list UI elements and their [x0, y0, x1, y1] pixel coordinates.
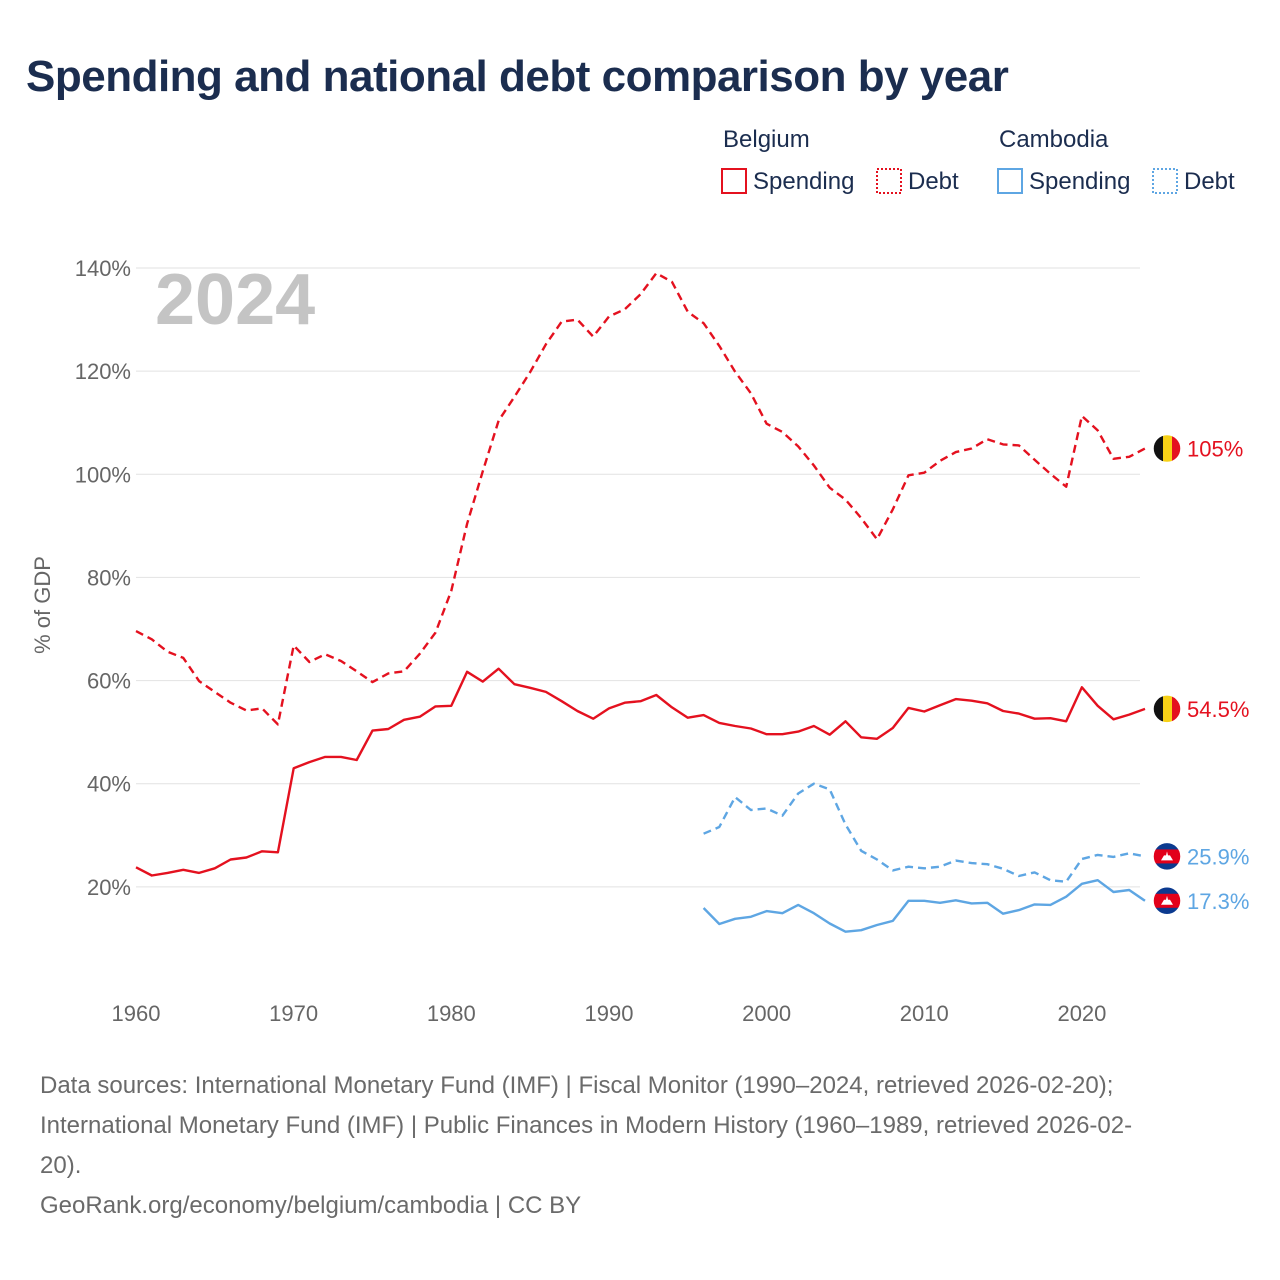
y-tick-label: 20%	[87, 875, 131, 900]
x-tick-label: 1980	[427, 1001, 476, 1026]
y-tick-label: 60%	[87, 669, 131, 694]
sources-line-1: Data sources: International Monetary Fun…	[40, 1072, 1114, 1099]
x-tick-label: 2020	[1057, 1001, 1106, 1026]
legend-label-debt[interactable]: Debt	[908, 168, 959, 195]
y-tick-label: 80%	[87, 565, 131, 590]
legend-label-spending[interactable]: Spending	[753, 168, 854, 195]
cambodia-flag	[1152, 841, 1182, 872]
chart-footer: Data sources: International Monetary Fun…	[40, 1066, 1240, 1226]
legend-country-belgium: Belgium	[723, 126, 810, 153]
end-value-label: 25.9%	[1187, 844, 1249, 869]
legend-label-debt[interactable]: Debt	[1184, 168, 1235, 195]
legend-label-spending[interactable]: Spending	[1029, 168, 1130, 195]
chart-title: Spending and national debt comparison by…	[26, 52, 1009, 101]
legend-swatch-debt[interactable]	[876, 168, 902, 194]
end-value-label: 17.3%	[1187, 889, 1249, 914]
x-tick-label: 2000	[742, 1001, 791, 1026]
chart-area: 20% 40% 60% 80% 100% 120% 140% 1960 1970 1980 1990…	[30, 126, 1249, 1026]
y-axis-label: % of GDP	[30, 556, 55, 654]
end-value-label: 105%	[1187, 437, 1243, 462]
y-tick-label: 120%	[75, 359, 131, 384]
series-line-belgium-debt	[135, 272, 1146, 726]
sources-line-2: International Monetary Fund (IMF) | Publ…	[40, 1112, 1133, 1139]
series-line-cambodia-debt	[703, 782, 1146, 883]
belgium-flag	[1152, 694, 1182, 724]
y-tick-label: 100%	[75, 462, 131, 487]
x-tick-label: 1970	[269, 1001, 318, 1026]
year-label: 2024	[155, 260, 315, 340]
y-tick-label: 140%	[75, 256, 131, 281]
legend-country-cambodia: Cambodia	[999, 126, 1109, 153]
cambodia-flag	[1152, 886, 1182, 916]
belgium-flag	[1152, 433, 1182, 464]
x-tick-label: 1960	[112, 1001, 161, 1026]
series-line-belgium-spending	[135, 667, 1146, 877]
legend-swatch-debt[interactable]	[1152, 168, 1178, 194]
sources-line-3: 20).	[40, 1152, 82, 1179]
series-line-cambodia-spending	[702, 879, 1146, 933]
legend-swatch-spending[interactable]	[721, 168, 747, 194]
end-value-label: 54.5%	[1187, 697, 1249, 722]
legend-swatch-spending[interactable]	[997, 168, 1023, 194]
x-tick-label: 1990	[584, 1001, 633, 1026]
credit-link[interactable]: GeoRank.org/economy/belgium/cambodia | C…	[40, 1192, 582, 1219]
x-tick-label: 2010	[900, 1001, 949, 1026]
y-tick-label: 40%	[87, 772, 131, 797]
